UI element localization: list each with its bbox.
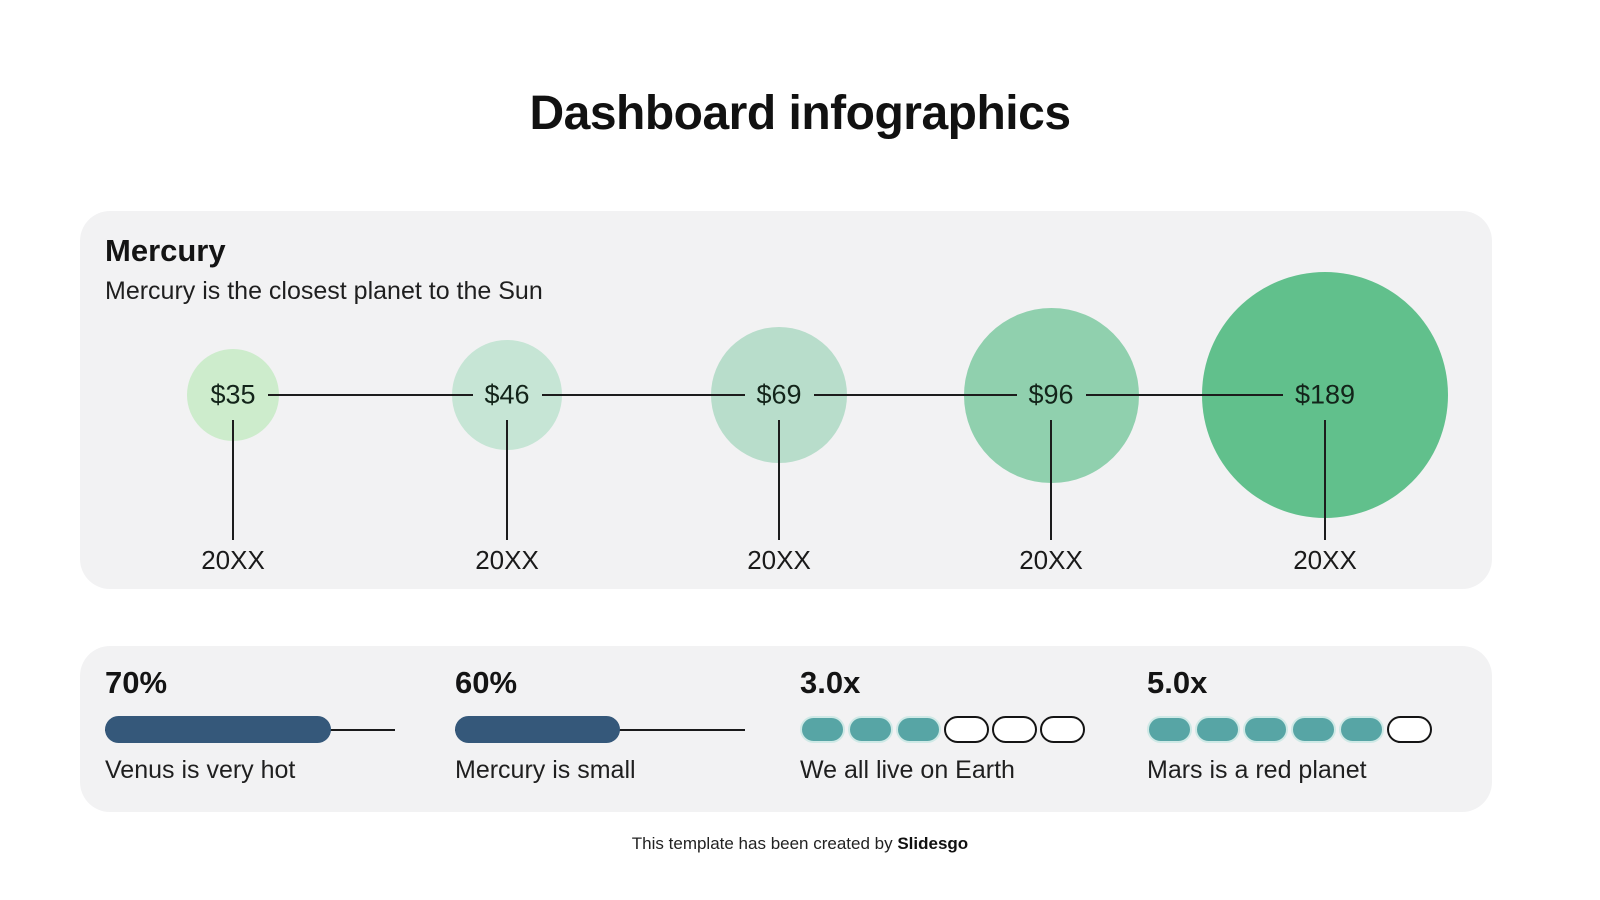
stat-caption: Mercury is small xyxy=(455,756,636,784)
milestone-year: 20XX xyxy=(1293,545,1357,575)
milestone-year: 20XX xyxy=(1019,545,1083,575)
timeline-connector-line xyxy=(1085,394,1283,396)
rating-pill-filled xyxy=(1291,716,1336,743)
stats-panel: 70% Venus is very hot 60% Mercury is small 3… xyxy=(80,646,1492,812)
stat-value: 3.0x xyxy=(800,665,861,700)
progress-bar-fill xyxy=(105,716,332,743)
progress-bar xyxy=(105,716,395,743)
milestone-year: 20XX xyxy=(475,545,539,575)
progress-bar-fill xyxy=(455,716,621,743)
stat-card: 5.0x Mars is a red planet xyxy=(1147,665,1447,785)
rating-pill-filled xyxy=(800,716,845,743)
milestone-stem-line xyxy=(232,420,234,540)
milestone-value: $189 xyxy=(1294,379,1356,410)
rating-pill-filled xyxy=(1339,716,1384,743)
timeline-connector-line xyxy=(541,394,745,396)
footer-credit: This template has been created by Slides… xyxy=(0,834,1600,854)
rating-pill-filled xyxy=(1243,716,1288,743)
milestone-value: $35 xyxy=(210,379,256,410)
milestone-stem-line xyxy=(1050,420,1052,540)
rating-pills xyxy=(1147,716,1447,743)
stat-value: 5.0x xyxy=(1147,665,1208,700)
rating-pill-filled xyxy=(896,716,941,743)
milestone-stem-line xyxy=(778,420,780,540)
stat-card: 60% Mercury is small xyxy=(455,665,755,785)
timeline-panel: Mercury Mercury is the closest planet to… xyxy=(80,211,1492,589)
stat-caption: Mars is a red planet xyxy=(1147,756,1367,784)
timeline-connector-line xyxy=(267,394,473,396)
rating-pill-empty xyxy=(1387,716,1432,743)
milestone-value: $96 xyxy=(1028,379,1074,410)
milestone-year: 20XX xyxy=(201,545,265,575)
page-title: Dashboard infographics xyxy=(529,87,1071,140)
stat-caption: We all live on Earth xyxy=(800,756,1015,784)
bubble-timeline: 20XX $35 20XX $46 20XX $69 20XX $96 20XX $189 xyxy=(80,211,1492,589)
stat-card: 70% Venus is very hot xyxy=(105,665,405,785)
timeline-connector-line xyxy=(813,394,1017,396)
milestone-stem-line xyxy=(506,420,508,540)
rating-pill-filled xyxy=(848,716,893,743)
rating-pill-filled xyxy=(1195,716,1240,743)
timeline-panel-heading: Mercury xyxy=(105,233,226,268)
milestone-stem-line xyxy=(1324,420,1326,540)
footer-credit-text: This template has been created by xyxy=(631,834,898,853)
rating-pill-filled xyxy=(1147,716,1192,743)
milestone-year: 20XX xyxy=(747,545,811,575)
stat-value: 60% xyxy=(455,665,518,700)
milestone-value: $46 xyxy=(484,379,530,410)
footer-brand: Slidesgo xyxy=(897,834,969,853)
rating-pill-empty xyxy=(944,716,989,743)
stat-caption: Venus is very hot xyxy=(105,756,296,784)
timeline-panel-subheading: Mercury is the closest planet to the Sun xyxy=(105,277,543,305)
rating-pill-empty xyxy=(992,716,1037,743)
stat-value: 70% xyxy=(105,665,168,700)
progress-bar xyxy=(455,716,745,743)
stat-card: 3.0x We all live on Earth xyxy=(800,665,1100,785)
milestone-value: $69 xyxy=(756,379,802,410)
rating-pill-empty xyxy=(1040,716,1085,743)
rating-pills xyxy=(800,716,1100,743)
